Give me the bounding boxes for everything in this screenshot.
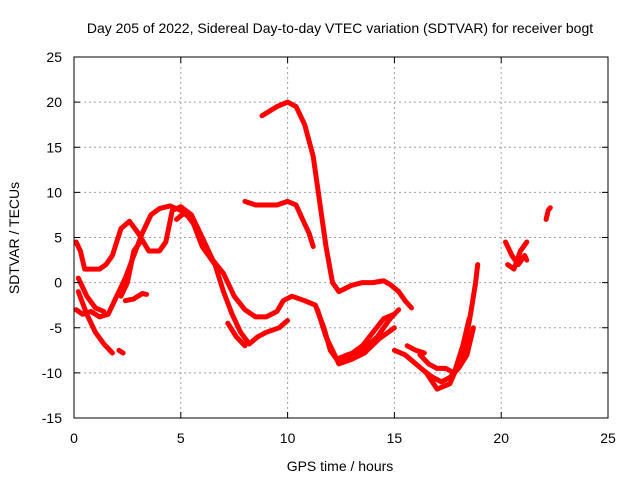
y-tick-label: 25 xyxy=(46,49,62,65)
series-pass-19 xyxy=(505,239,530,272)
y-tick-label: 20 xyxy=(46,94,62,110)
series-pass-5 xyxy=(75,275,107,314)
series-pass-6 xyxy=(122,291,150,304)
y-tick-label: -5 xyxy=(50,320,63,336)
y-tick-labels: -15 -10 -5 0 5 10 15 20 25 xyxy=(42,49,62,426)
series-pass-10 xyxy=(259,99,342,295)
series-pass-20 xyxy=(543,205,553,222)
y-tick-label: 15 xyxy=(46,139,62,155)
series-pass-4 xyxy=(118,239,143,299)
series-pass-8 xyxy=(225,320,248,349)
x-axis-label: GPS time / hours xyxy=(287,458,394,474)
x-tick-label: 15 xyxy=(387,430,403,446)
series-pass-9 xyxy=(242,198,316,249)
x-tick-label: 0 xyxy=(70,430,78,446)
y-tick-label: -10 xyxy=(42,365,62,381)
x-tick-label: 10 xyxy=(280,430,296,446)
axis-ticks xyxy=(73,56,609,419)
y-tick-label: 5 xyxy=(54,230,62,246)
series-pass-16 xyxy=(421,325,476,385)
series-pass-13 xyxy=(327,325,397,367)
y-tick-label: 0 xyxy=(54,275,62,291)
series-pass-3 xyxy=(75,289,115,356)
grid-lines xyxy=(74,57,608,418)
y-tick-label: 10 xyxy=(46,184,62,200)
series-pass-11 xyxy=(336,278,414,311)
series-pass-14 xyxy=(391,262,481,392)
x-tick-labels: 0 5 10 15 20 25 xyxy=(70,430,616,446)
series-pass-17 xyxy=(417,316,472,376)
data-series-group xyxy=(73,99,553,392)
x-tick-label: 25 xyxy=(600,430,616,446)
series-pass-18 xyxy=(503,239,530,268)
chart-title: Day 205 of 2022, Sidereal Day-to-day VTE… xyxy=(87,20,593,36)
x-tick-label: 20 xyxy=(493,430,509,446)
series-pass-15 xyxy=(404,343,427,356)
series-pass-12 xyxy=(315,307,397,362)
y-tick-label: -15 xyxy=(42,410,62,426)
y-axis-label: SDTVAR / TECUs xyxy=(6,182,22,294)
x-tick-label: 5 xyxy=(177,430,185,446)
series-pass-21 xyxy=(116,347,126,356)
series-pass-7 xyxy=(174,209,291,347)
